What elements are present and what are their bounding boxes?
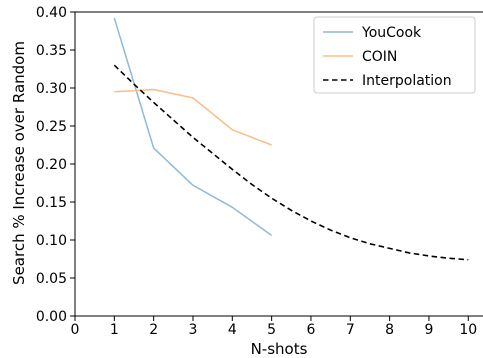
y-tick-label: 0.40 — [36, 5, 67, 21]
series-lines — [113, 17, 469, 261]
x-tick-label: 8 — [385, 322, 394, 338]
y-tick-label: 0.30 — [36, 81, 67, 97]
x-tick-label: 5 — [267, 322, 276, 338]
x-tick-label: 6 — [307, 322, 316, 338]
y-tick-label: 0.25 — [36, 119, 67, 135]
x-tick-label: 1 — [110, 322, 119, 338]
x-tick-label: 2 — [149, 322, 158, 338]
legend: YouCook COIN Interpolation — [313, 16, 476, 94]
x-tick-label: 0 — [71, 322, 80, 338]
x-tick-label: 3 — [189, 322, 198, 338]
x-axis-label: N-shots — [251, 340, 308, 358]
y-tick-label: 0.00 — [36, 309, 67, 325]
legend-box — [313, 16, 476, 94]
y-tick-label: 0.20 — [36, 157, 67, 173]
x-tick-label: 4 — [228, 322, 237, 338]
x-tick-label: 9 — [424, 322, 433, 338]
x-tick-label: 10 — [459, 322, 477, 338]
y-tick-label: 0.10 — [36, 233, 67, 249]
legend-label: YouCook — [361, 25, 422, 41]
legend-label: COIN — [362, 49, 397, 65]
y-tick-label: 0.15 — [36, 195, 67, 211]
legend-label: Interpolation — [362, 73, 452, 89]
y-tick-label: 0.35 — [36, 43, 67, 59]
tick-marks: 0 1 2 3 4 5 6 7 8 9 10 0.00 0.05 0.10 0.15 0.20 0.25 0.30… — [36, 5, 477, 338]
x-tick-label: 7 — [346, 322, 355, 338]
series-line-interpolation — [113, 64, 469, 261]
series-line-youcook — [113, 17, 273, 237]
y-axis-label: Search % Increase over Random — [10, 41, 28, 285]
y-tick-label: 0.05 — [36, 271, 67, 287]
